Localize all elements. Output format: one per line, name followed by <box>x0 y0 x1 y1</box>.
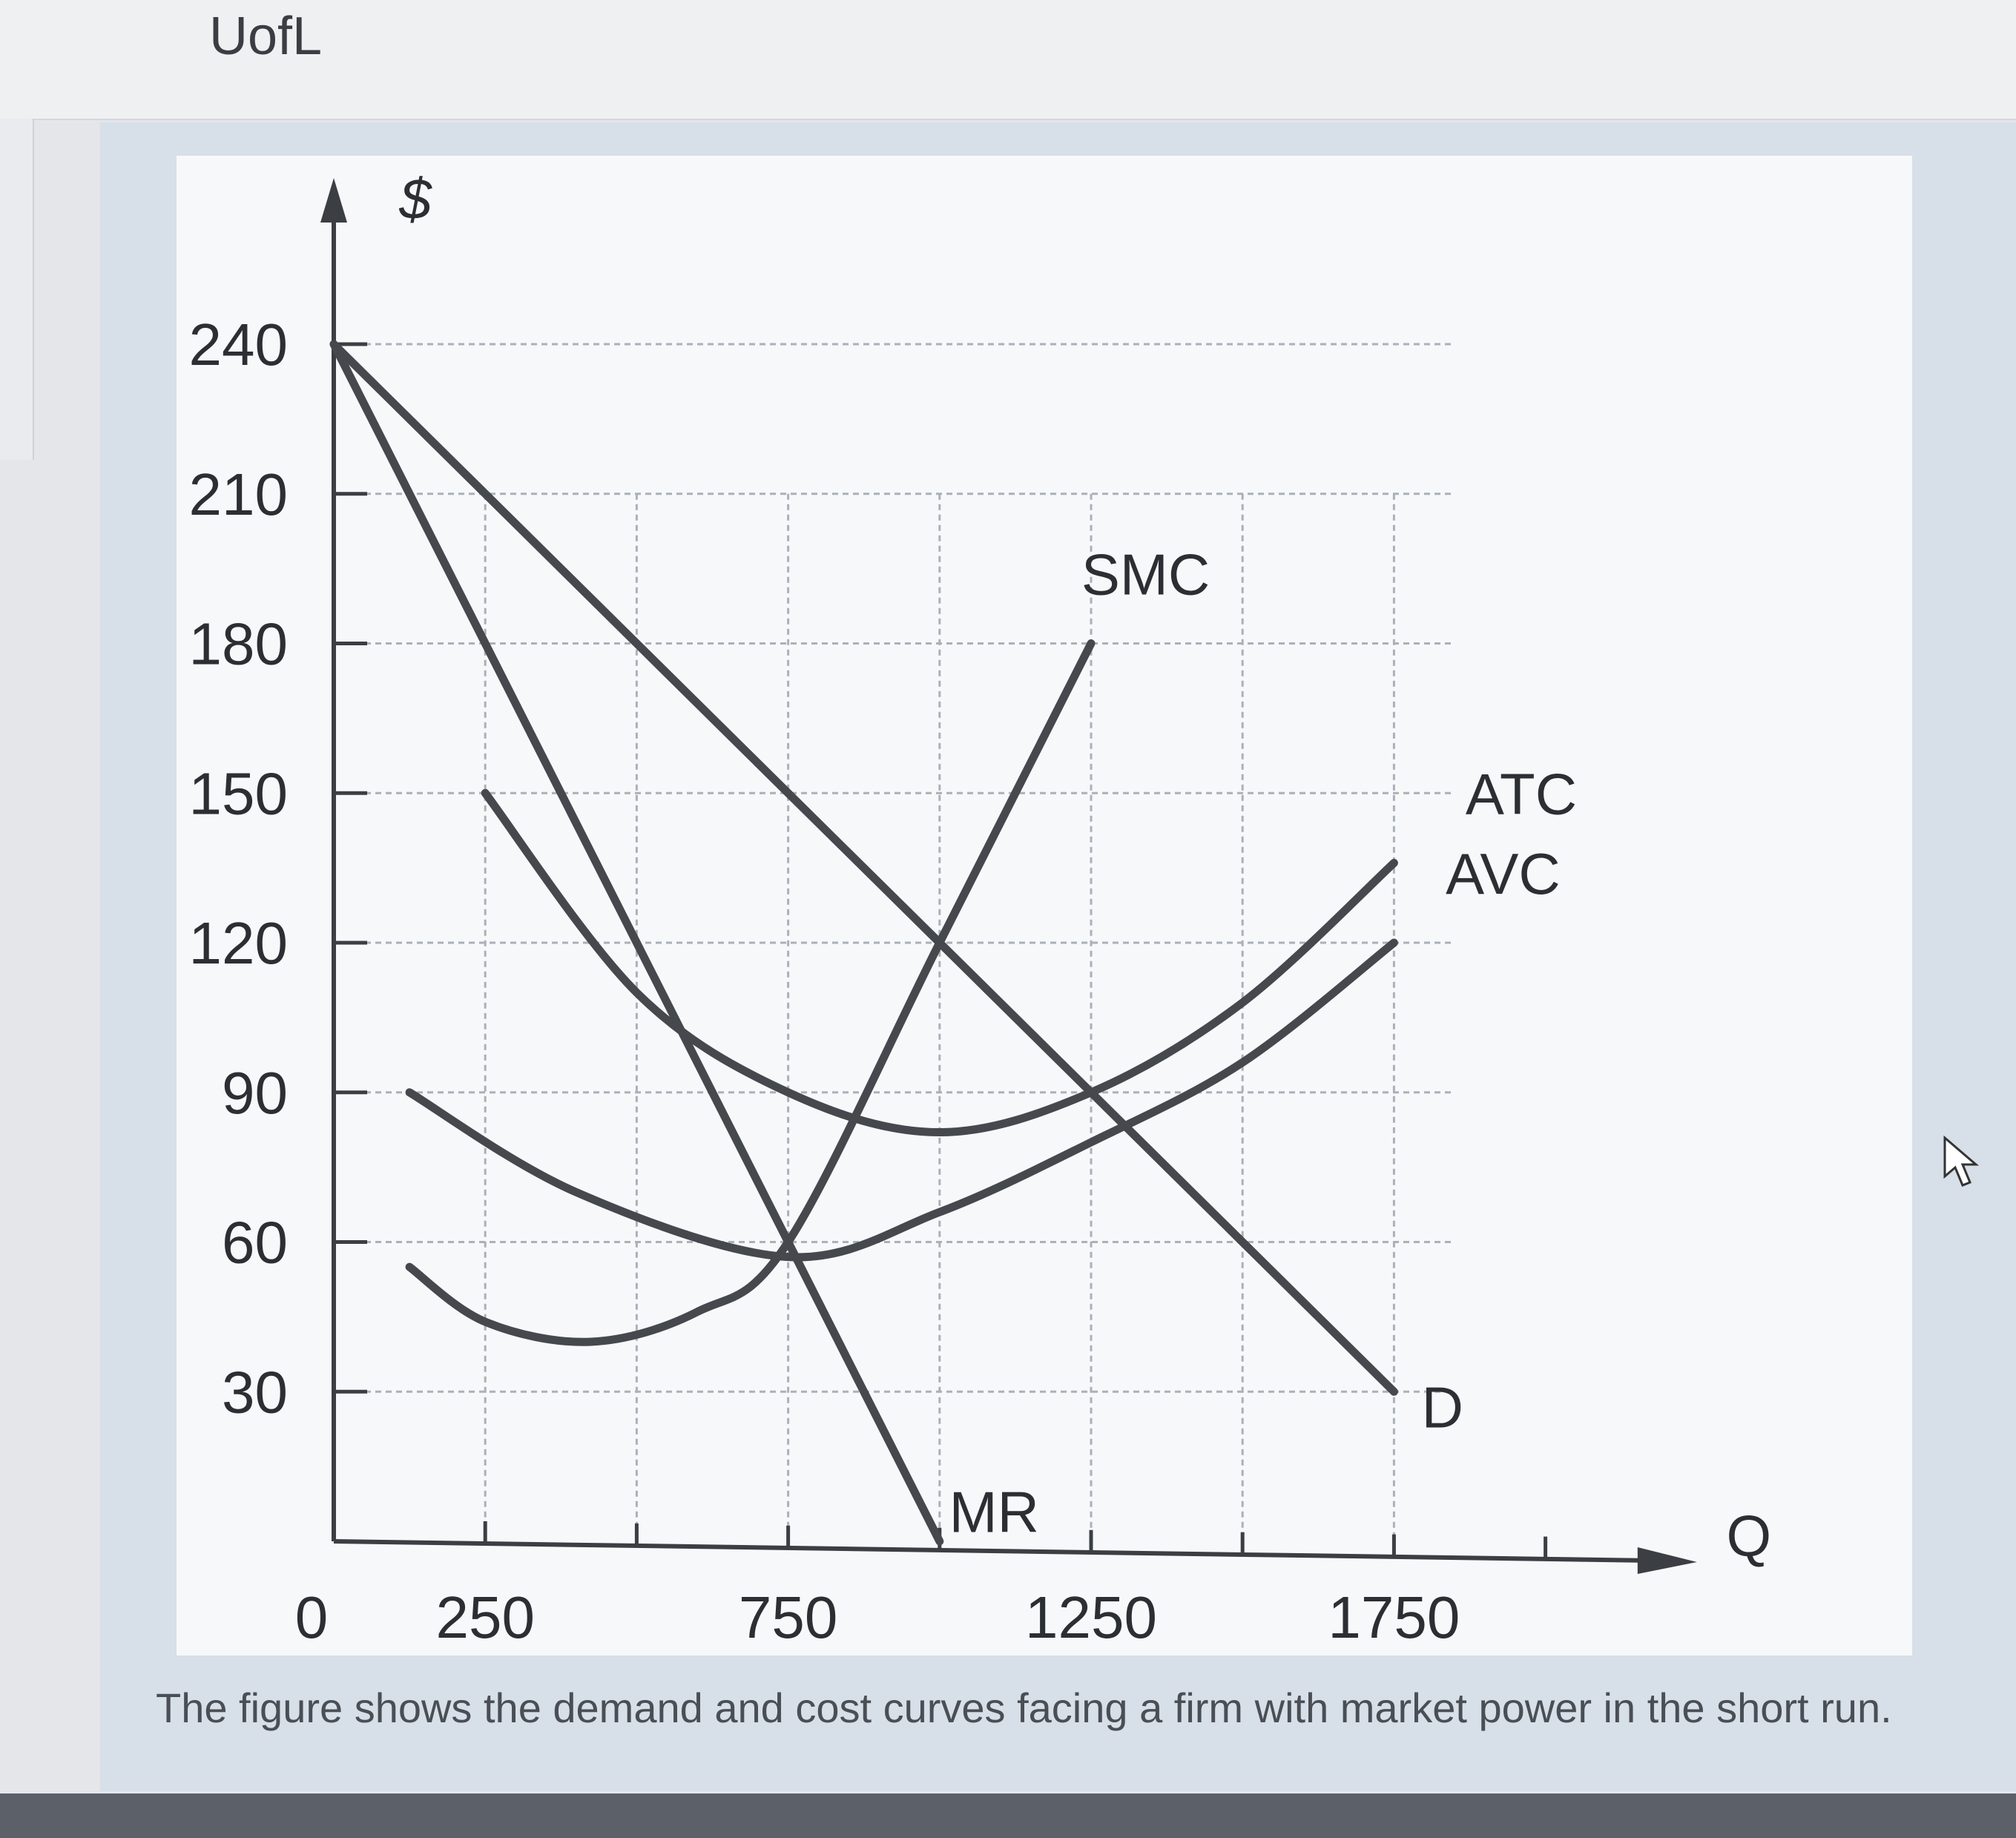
x-tick-label-250: 250 <box>435 1584 534 1650</box>
y-axis-arrow-icon <box>320 178 347 223</box>
x-tick-label-1250: 1250 <box>1025 1584 1157 1650</box>
side-strip <box>0 119 34 460</box>
curve-d <box>329 340 1398 1396</box>
x-axis-arrow-icon <box>1637 1547 1697 1574</box>
x-tick-label-750: 750 <box>739 1584 837 1650</box>
header-bar: UofL <box>0 0 2016 120</box>
labels: 240 210 180 150 120 90 60 30 0 250 750 1250 1750 $ Q SM… <box>189 166 1772 1650</box>
figure-card: 240 210 180 150 120 90 60 30 0 250 750 1250 1750 $ Q SM… <box>177 156 1912 1656</box>
figure-caption: The figure shows the demand and cost cur… <box>156 1684 1892 1731</box>
y-tick-label-150: 150 <box>189 760 288 826</box>
y-tick-label-120: 120 <box>189 910 288 976</box>
y-tick-label-210: 210 <box>189 461 288 527</box>
grid <box>334 343 1454 1541</box>
mouse-cursor-icon <box>1943 1135 1980 1187</box>
label-avc: AVC <box>1446 841 1561 906</box>
axes <box>320 178 1697 1574</box>
label-atc: ATC <box>1466 761 1577 826</box>
curve-smc <box>405 639 1096 1346</box>
x-axis-title: Q <box>1726 1503 1771 1569</box>
y-tick-label-30: 30 <box>222 1359 288 1425</box>
label-d: D <box>1422 1374 1463 1440</box>
x-tick-label-1750: 1750 <box>1328 1584 1460 1650</box>
label-mr: MR <box>949 1480 1039 1545</box>
label-smc: SMC <box>1081 541 1210 607</box>
curve-mr <box>329 340 944 1546</box>
curves <box>329 340 1398 1546</box>
x-tick-label-0: 0 <box>295 1584 329 1650</box>
y-tick-label-60: 60 <box>222 1210 288 1276</box>
curve-atc <box>481 788 1398 1137</box>
y-axis-title: $ <box>398 166 432 231</box>
curve-avc <box>405 938 1398 1262</box>
x-axis-line <box>333 1539 1653 1563</box>
cost-curves-chart: 240 210 180 150 120 90 60 30 0 250 750 1250 1750 $ Q SM… <box>189 166 1772 1650</box>
y-tick-label-90: 90 <box>222 1060 288 1126</box>
y-tick-label-180: 180 <box>189 611 288 677</box>
bottom-bar <box>0 1793 2016 1838</box>
y-tick-label-240: 240 <box>189 312 288 378</box>
brand-label: UofL <box>209 7 323 66</box>
